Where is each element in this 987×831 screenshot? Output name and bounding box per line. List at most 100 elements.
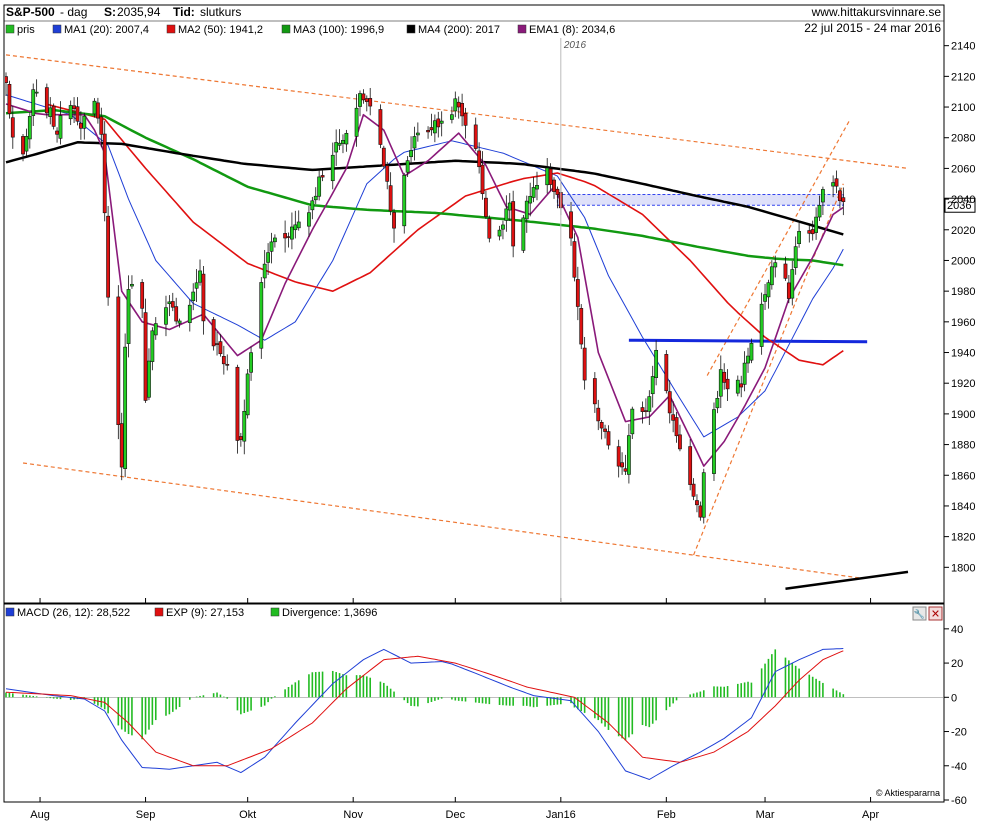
candle [769,260,774,290]
candle [415,122,420,142]
candle [463,107,468,139]
legend-entry: MA2 (50): 1941,2 [178,24,263,36]
candle [106,205,111,306]
last-price-tag: 2036 [944,197,976,213]
candle [150,327,155,371]
time-axis: Aug Sep Okt Nov Dec Jan16 Feb Mar Apr [30,38,879,821]
macd-y-tick-label: -60 [951,795,967,807]
candle [174,297,179,325]
candle [739,375,744,398]
y-tick-label: 2060 [951,163,975,175]
candle [102,121,107,222]
close-icon: ✕ [931,609,940,621]
candle [579,304,584,350]
candle [497,225,502,241]
legend-swatch [52,24,62,34]
candle [626,423,631,484]
y-tick-label: 1800 [951,562,975,574]
price-axis: 1800 1820 1840 1860 1880 1900 1920 1940 1960 1980… [944,41,975,574]
legend-entry: MA4 (200): 2017 [418,24,500,36]
trendline [785,570,909,591]
candle [555,186,560,209]
candle [688,439,693,491]
main-panel [3,4,945,604]
candle [695,494,699,513]
trendline [693,183,844,556]
candle [82,112,87,140]
legend-swatch [166,24,176,34]
y-tick-label: 2120 [951,71,975,83]
period-label: - dag [60,5,87,19]
candle [712,402,716,481]
candle [552,177,556,199]
candle [838,187,842,209]
candle [96,97,100,124]
trendline [5,54,909,170]
trendline [22,462,861,579]
candle [27,112,32,149]
macd-area [5,648,943,781]
candle [477,142,482,174]
x-tick-label: Aug [30,809,50,821]
candle [269,232,274,264]
moving-average-line [5,94,844,438]
trendline [628,338,868,344]
candle [630,406,635,440]
last-price-label: 2036 [947,200,971,212]
candle [10,106,15,149]
candle [272,234,277,248]
legend-swatch [406,24,416,34]
candle [722,363,727,390]
candle [654,340,659,386]
candle [511,190,516,258]
candle [426,126,430,139]
candle [392,208,396,243]
candle [701,468,706,524]
candle [51,103,56,130]
candle [460,93,465,127]
candle [187,299,192,332]
time-label: Tid: [173,5,195,19]
candle [528,182,533,217]
candle [569,201,573,246]
candle [177,318,182,328]
candle [58,101,63,145]
candle [116,285,121,440]
legend-swatch [281,24,291,34]
candle [191,283,196,311]
candle [378,104,383,149]
y-tick-label: 2080 [951,133,975,145]
candle [521,214,526,254]
settings-button[interactable] [912,606,927,621]
macd-legend-swatch [5,607,15,617]
candle [797,222,801,248]
macd-axis: -60 -40 -20 0 20 40 [944,624,967,807]
candle [439,111,444,137]
close-button[interactable] [928,606,943,621]
candle [667,380,672,424]
candle [34,79,39,97]
candle [647,390,652,425]
candle [749,338,754,364]
candle [409,136,413,165]
moving-average-line [5,141,844,236]
candle [501,220,505,240]
date-range: 22 jul 2015 - 24 mar 2016 [804,21,941,35]
candle [620,452,624,475]
candle [606,425,611,450]
symbol-label: S&P-500 [6,5,55,19]
candle [480,151,485,200]
candle [834,170,839,194]
candle [221,345,226,375]
candle [783,256,788,281]
x-tick-label: Dec [446,809,466,821]
macd-y-tick-label: 40 [951,624,963,636]
candle [130,275,134,289]
candle [385,161,390,190]
candle [763,283,767,311]
macd-y-tick-label: -20 [951,727,967,739]
x-tick-label: Okt [239,809,256,821]
candle [592,372,597,413]
